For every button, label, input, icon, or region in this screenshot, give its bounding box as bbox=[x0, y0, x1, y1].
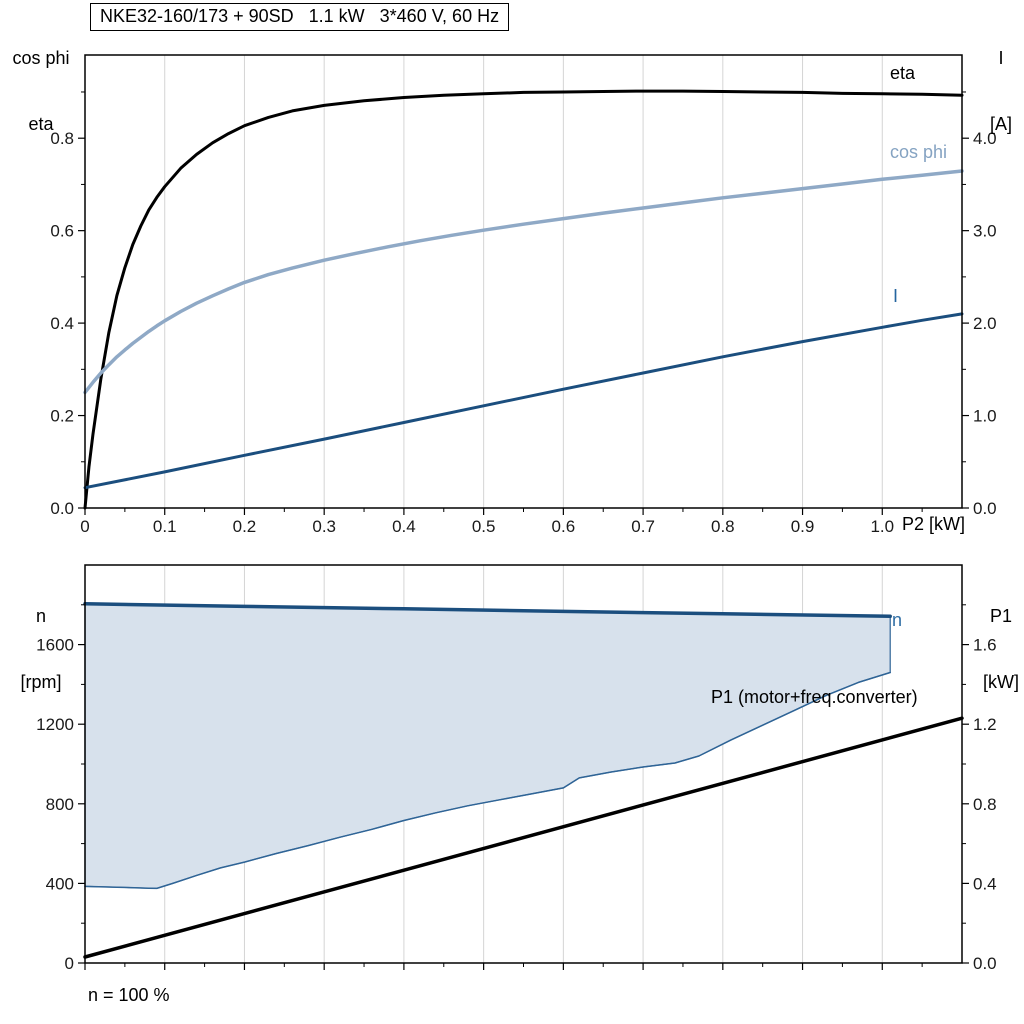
right-axis-title-top-chart: I [A] bbox=[979, 3, 1023, 179]
svg-text:0.8: 0.8 bbox=[50, 129, 74, 148]
svg-text:0.2: 0.2 bbox=[233, 517, 257, 536]
cos-phi-curve-label: cos phi bbox=[890, 142, 948, 162]
svg-text:0.4: 0.4 bbox=[392, 517, 416, 536]
left-axis-title-bottom-chart: n [rpm] bbox=[2, 561, 80, 737]
eta-curve-label: eta bbox=[890, 63, 916, 83]
right-axis-title-line1: P1 bbox=[989, 606, 1013, 626]
svg-text:0.0: 0.0 bbox=[973, 954, 997, 973]
p1-curve-label: P1 (motor+freq.converter) bbox=[711, 687, 918, 707]
svg-text:1.6: 1.6 bbox=[973, 636, 997, 655]
svg-text:0: 0 bbox=[65, 954, 74, 973]
svg-text:0.7: 0.7 bbox=[631, 517, 655, 536]
svg-text:1.0: 1.0 bbox=[870, 517, 894, 536]
svg-text:1.0: 1.0 bbox=[973, 407, 997, 426]
right-axis-title-line1: I bbox=[998, 48, 1004, 68]
svg-text:0.4: 0.4 bbox=[50, 314, 74, 333]
speed-curve-label: n bbox=[892, 610, 903, 630]
svg-text:2.0: 2.0 bbox=[973, 314, 997, 333]
left-axis-title-top-chart: cos phi eta bbox=[2, 3, 80, 179]
svg-text:400: 400 bbox=[46, 874, 74, 893]
svg-text:1200: 1200 bbox=[36, 715, 74, 734]
right-axis-title-bottom-chart: P1 [kW] bbox=[978, 561, 1024, 737]
svg-text:0.9: 0.9 bbox=[791, 517, 815, 536]
right-axis-title-line2: [kW] bbox=[983, 672, 1019, 692]
svg-text:0.6: 0.6 bbox=[552, 517, 576, 536]
svg-text:0.4: 0.4 bbox=[973, 874, 997, 893]
svg-text:0.0: 0.0 bbox=[50, 499, 74, 518]
svg-text:0.3: 0.3 bbox=[312, 517, 336, 536]
svg-text:0.2: 0.2 bbox=[50, 407, 74, 426]
right-axis-title-line2: [A] bbox=[989, 114, 1012, 134]
left-axis-title-line2: eta bbox=[28, 114, 54, 134]
speed-percentage-note: n = 100 % bbox=[88, 985, 170, 1005]
x-axis-label: P2 [kW] bbox=[902, 514, 966, 534]
left-axis-title-line1: cos phi bbox=[12, 48, 70, 68]
svg-text:0: 0 bbox=[80, 517, 89, 536]
current-curve-label: I bbox=[893, 286, 899, 306]
chart-title: NKE32-160/173 + 90SD 1.1 kW 3*460 V, 60 … bbox=[90, 3, 510, 31]
svg-text:1600: 1600 bbox=[36, 636, 74, 655]
left-axis-title-line1: n bbox=[35, 606, 46, 626]
svg-text:3.0: 3.0 bbox=[973, 222, 997, 241]
svg-text:0.5: 0.5 bbox=[472, 517, 496, 536]
svg-text:0.0: 0.0 bbox=[973, 499, 997, 518]
left-axis-title-line2: [rpm] bbox=[20, 672, 62, 692]
svg-text:0.6: 0.6 bbox=[50, 222, 74, 241]
svg-text:800: 800 bbox=[46, 795, 74, 814]
svg-text:0.8: 0.8 bbox=[973, 795, 997, 814]
svg-text:0.1: 0.1 bbox=[153, 517, 177, 536]
svg-text:0.8: 0.8 bbox=[711, 517, 735, 536]
svg-text:1.2: 1.2 bbox=[973, 715, 997, 734]
svg-text:4.0: 4.0 bbox=[973, 129, 997, 148]
